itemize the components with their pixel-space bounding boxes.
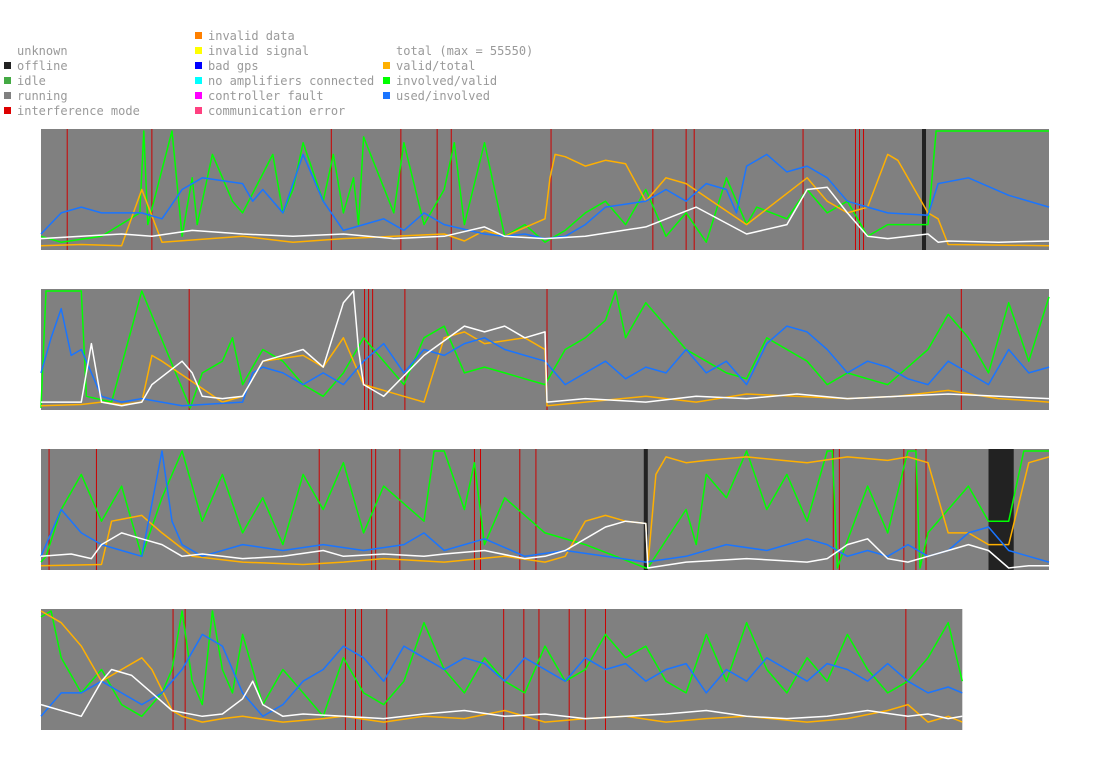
series-line-involved-valid [40,450,1049,569]
legend-label: no amplifiers connected [208,74,375,88]
running-background [41,449,1049,570]
offline-swatch [4,62,11,69]
series-line-valid-total [40,153,1050,247]
series-line-used-involved [40,307,1050,407]
legend-label: invalid signal [208,44,310,58]
invalid-signal-swatch [195,47,202,54]
series-line-valid-total [40,610,963,723]
series-line-total [41,290,1050,407]
series-line-used-involved [40,450,1050,563]
legend-label: involved/valid [396,74,498,88]
chart-panel-3 [40,449,1050,570]
idle-swatch [4,77,11,84]
communication-error-swatch [195,107,202,114]
chart-panel-2 [40,289,1050,410]
controller-fault-swatch [195,92,202,99]
chart-panel-1 [40,129,1050,250]
offline-span [988,449,1014,570]
bad-gps-swatch [195,62,202,69]
interference-swatch [4,107,11,114]
running-swatch [4,92,11,99]
legend-label: bad gps [208,59,259,73]
legend-label: running [17,89,68,103]
series-line-involved-valid [40,290,1050,409]
series-line-valid-total [40,331,1050,407]
running-background [41,609,963,730]
legend-label: idle [17,74,46,88]
series-line-total [40,668,963,720]
legend-label: unknown [17,44,68,58]
legend-label: total (max = 55550) [396,44,534,58]
no-amplifiers-swatch [195,77,202,84]
series-line-used-involved [40,633,963,718]
series-line-involved-valid [40,130,1049,243]
valid-total-swatch [383,62,390,69]
chart-panel-4 [40,609,964,730]
series-line-total [40,520,1049,569]
legend-label: offline [17,59,68,73]
running-background [41,129,1049,250]
legend-label: communication error [208,104,346,118]
legend-label: controller fault [208,89,324,103]
legend: unknown offline idle running interferenc… [0,0,1095,125]
invalid-data-swatch [195,32,202,39]
legend-label: valid/total [396,59,476,73]
series-line-used-involved [40,153,1050,240]
offline-span [643,449,648,570]
legend-label: interference mode [17,104,140,118]
legend-label: invalid data [208,29,295,43]
legend-label: used/involved [396,89,490,103]
involved-valid-swatch [383,77,390,84]
used-involved-swatch [383,92,390,99]
series-line-total [40,186,1050,243]
offline-span [921,129,927,250]
